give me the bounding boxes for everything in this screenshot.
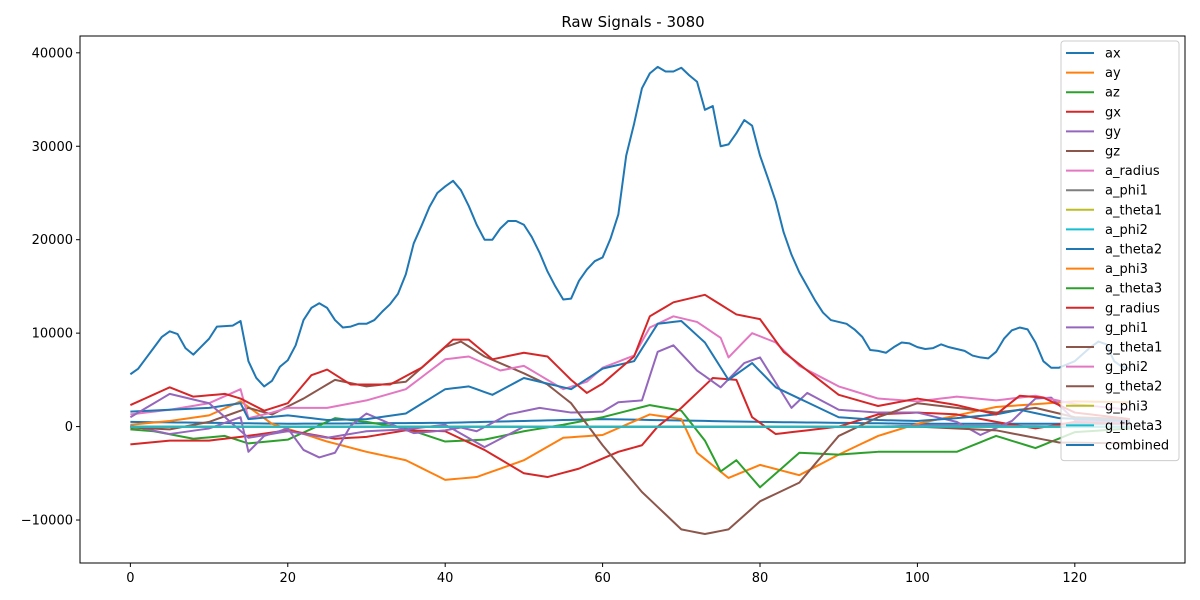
legend-label: gz [1105,145,1120,160]
legend-label: g_theta3 [1105,419,1162,434]
legend-item-a-phi3: a_phi3 [1066,262,1148,277]
legend-item-a-theta2: a_theta2 [1066,243,1162,258]
legend-box [1060,40,1180,462]
series-line-combined [129,65,1131,388]
legend-label: a_phi3 [1105,262,1148,277]
plot-frame [79,35,1186,564]
legend-item-g-radius: g_radius [1066,301,1160,316]
x-tick-label: 60 [594,571,611,586]
legend-item-a-phi1: a_phi1 [1066,184,1148,199]
legend-item-g-phi3: g_phi3 [1066,399,1148,414]
legend-label: g_radius [1105,301,1160,316]
legend-item-g-phi1: g_phi1 [1066,321,1148,336]
legend-label: az [1105,86,1120,101]
legend-item-g-phi2: g_phi2 [1066,360,1148,375]
legend-label: gy [1105,125,1121,140]
x-tick-label: 40 [437,571,454,586]
legend-item-combined: combined [1066,439,1169,454]
series-line-a-theta2 [130,319,1130,422]
legend-item-g-theta2: g_theta2 [1066,380,1162,395]
legend-item-a-phi2: a_phi2 [1066,223,1148,238]
legend-item-gx: gx [1066,105,1121,120]
legend-label: ax [1105,47,1121,62]
series-layer [129,65,1131,536]
legend-item-gy: gy [1066,125,1121,140]
chart-title: Raw Signals - 3080 [561,13,704,31]
x-tick-label: 120 [1062,571,1087,586]
legend-label: a_theta1 [1105,203,1162,218]
y-tick-label: 30000 [32,140,73,155]
series-line-g-radius [129,293,1131,421]
x-tick-label: 20 [280,571,297,586]
legend-item-a-radius: a_radius [1066,164,1160,179]
legend-item-gz: gz [1066,145,1120,160]
x-tick-label: 0 [126,571,134,586]
legend-item-ax: ax [1066,47,1121,62]
y-tick-label: 0 [65,420,73,435]
x-tick-label: 100 [905,571,930,586]
legend-label: a_radius [1105,164,1160,179]
y-tick-label: 20000 [32,233,73,248]
legend-item-az: az [1066,86,1120,101]
legend-item-g-theta3: g_theta3 [1066,419,1162,434]
legend-item-a-theta1: a_theta1 [1066,203,1162,218]
y-tick-label: 40000 [32,46,73,61]
y-tick-label: 10000 [32,327,73,342]
legend-label: g_phi2 [1105,360,1148,375]
legend-label: a_theta2 [1105,243,1162,258]
legend-item-a-theta3: a_theta3 [1066,282,1162,297]
legend-label: a_theta3 [1105,282,1162,297]
legend-label: ay [1105,66,1121,81]
legend-label: a_phi2 [1105,223,1148,238]
legend-label: g_theta1 [1105,341,1162,356]
series-line-az [130,404,1130,489]
y-tick-label: −10000 [21,514,73,529]
legend-label: gx [1105,105,1121,120]
series-line-ax [130,418,1130,425]
legend-label: g_phi1 [1105,321,1148,336]
series-line-a-radius [130,315,1131,420]
legend-item-g-theta1: g_theta1 [1066,341,1162,356]
legend-label: g_theta2 [1105,380,1162,395]
series-line-gz [130,340,1130,536]
legend: ax ay az gx gy gz a_radius a_phi1 a_theta1 a_phi2… [1060,40,1180,462]
x-tick-label: 80 [752,571,769,586]
legend-item-ay: ay [1066,66,1121,81]
axis-layer: 0 20 40 60 80 100 120 −10000 0 10000 20000 30000 400… [21,46,1087,586]
legend-label: g_phi3 [1105,399,1148,414]
legend-label: combined [1105,439,1169,454]
legend-label: a_phi1 [1105,184,1148,199]
